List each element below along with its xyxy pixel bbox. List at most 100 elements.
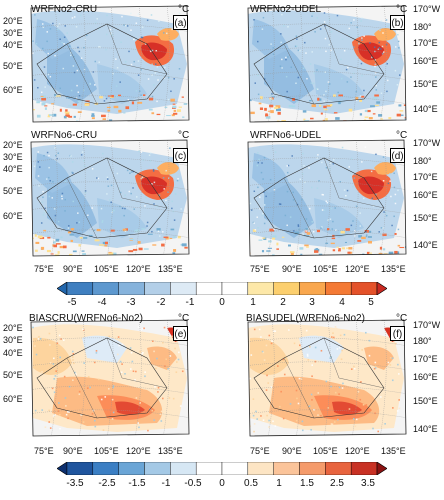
map-canvas [247,139,407,257]
unit-label-c: °C [178,130,190,141]
lon-label: 105°E [94,264,119,274]
lon-label: 135°E [158,446,183,456]
lon-right-label: 150°E [413,79,438,89]
lon-right-label: 180° [413,336,432,346]
lon-right-label: 170°W [413,4,441,14]
panel-title-a: WRFNo2-CRU [31,4,98,15]
lon-label: 75°E [34,264,54,274]
lon-label: 135°E [158,264,183,274]
colorbar-difference-ticks: -5 -4 -3 -2 -1 0 1 2 3 4 5 [57,297,387,309]
lon-right-label: 160°E [413,56,438,66]
colorbar-tick: 0.5 [244,478,258,489]
lon-right-label: 170°E [413,172,438,182]
colorbar-tick: 3.5 [361,478,375,489]
lon-label: 135°E [381,264,406,274]
lon-right-label: 150°E [413,213,438,223]
lon-label: 90°E [63,446,83,456]
lon-right-label: 170°W [413,138,441,148]
lon-label: 75°E [250,446,270,456]
colorbar-tick: -3.5 [66,478,84,489]
map-canvas [247,5,407,123]
unit-label-d: °C [396,130,408,141]
unit-label-b: °C [396,4,408,15]
lon-label: 135°E [381,446,406,456]
lon-label: 105°E [313,446,338,456]
lon-label: 105°E [313,264,338,274]
colorbar-tick: 5 [368,297,374,308]
lon-label: 75°E [250,264,270,274]
map-canvas [30,5,190,123]
colorbar-tick: -2 [156,297,166,308]
lat-label: 30°E [3,335,23,345]
colorbar-tick: -4 [97,297,107,308]
lat-label: 50°E [3,370,23,380]
colorbar-tick: 3 [309,297,315,308]
lon-label: 90°E [63,264,83,274]
colorbar-tick: -5 [67,297,77,308]
lon-right-label: 150°E [413,396,438,406]
lon-label: 120°E [345,264,370,274]
panel-title-b: WRFNo2-UDEL [250,4,322,15]
unit-label-f: °C [396,313,408,324]
map-canvas [247,319,407,437]
lon-label: 105°E [94,446,119,456]
map-canvas [30,139,190,257]
colorbar-tick: 1.5 [300,478,314,489]
panel-label-b: (b) [390,15,405,30]
lat-label: 60°E [3,85,23,95]
panel-label-e: (e) [173,326,188,341]
lat-label: 20°E [3,140,23,150]
lon-label: 120°E [126,446,151,456]
colorbar-tick: 0 [219,478,225,489]
unit-label-e: °C [178,313,190,324]
panel-label-a: (a) [173,15,188,30]
lat-label: 40°E [3,348,23,358]
colorbar-difference [57,282,387,295]
lat-label: 60°E [3,394,23,404]
lon-right-label: 140°E [413,424,438,434]
lon-right-label: 180° [413,22,432,32]
colorbar-bias-ticks: -3.5 -2.5 -1.5 -1 -0.5 0 0.5 1 1.5 2.5 3… [57,478,387,490]
lon-label: 120°E [126,264,151,274]
colorbar-bias [57,462,387,475]
lat-label: 40°E [3,164,23,174]
colorbar-tick: -2.5 [98,478,116,489]
colorbar-tick: 2 [280,297,286,308]
lat-label: 30°E [3,152,23,162]
panel-label-f: (f) [390,326,405,341]
lon-label: 120°E [345,446,370,456]
map-panel-f [244,318,408,438]
lon-right-label: 140°E [413,240,438,250]
map-panel-c [27,138,191,258]
colorbar-tick: -1.5 [128,478,146,489]
colorbar-tick: 1 [276,478,282,489]
map-panel-a [27,4,191,124]
colorbar-tick: -1 [185,297,195,308]
map-panel-b [244,4,408,124]
colorbar-tick: 1 [250,297,256,308]
panel-title-c: WRFNo6-CRU [31,130,98,141]
panel-label-d: (d) [390,148,405,163]
panel-title-e: BIASCRU(WRFNo6-No2) [29,313,143,324]
lon-label: 75°E [34,446,54,456]
map-panel-e [27,318,191,438]
unit-label-a: °C [178,4,190,15]
lon-right-label: 170°E [413,354,438,364]
lon-right-label: 170°W [413,320,441,330]
map-panel-d [244,138,408,258]
lat-label: 30°E [3,28,23,38]
lon-label: 90°E [282,264,302,274]
panel-title-d: WRFNo6-UDEL [250,130,322,141]
lon-right-label: 160°E [413,190,438,200]
colorbar-tick: 2.5 [330,478,344,489]
colorbar-tick: -1 [161,478,171,489]
lon-right-label: 160°E [413,372,438,382]
lon-right-label: 180° [413,156,432,166]
colorbar-tick: 0 [219,297,225,308]
map-canvas [30,319,190,437]
lat-label: 20°E [3,16,23,26]
lat-label: 50°E [3,186,23,196]
panel-label-c: (c) [173,148,188,163]
lat-label: 20°E [3,323,23,333]
lon-label: 90°E [282,446,302,456]
